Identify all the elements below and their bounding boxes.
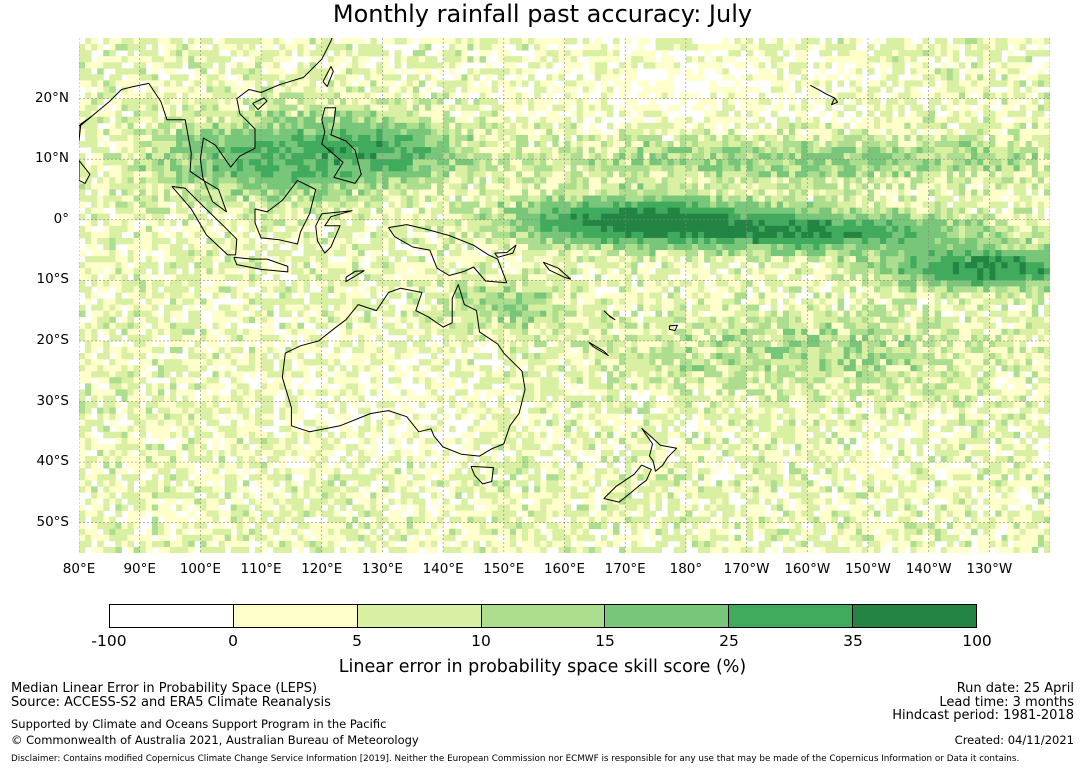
- colorbar-tick-label: 35: [843, 632, 863, 650]
- latitude-tick-label: 20°N: [35, 90, 69, 106]
- latitude-tick-label: 10°N: [35, 150, 69, 166]
- colorbar-tick-label: 15: [595, 632, 615, 650]
- colorbar-segment: [358, 605, 482, 627]
- colorbar-segment: [853, 605, 976, 627]
- latitude-tick-label: 20°S: [37, 332, 70, 348]
- colorbar-segment: [110, 605, 234, 627]
- longitude-tick-label: 180°: [670, 561, 703, 577]
- colorbar-tick-label: 5: [352, 632, 362, 650]
- longitude-tick-label: 170°W: [724, 561, 770, 577]
- method-text: Median Linear Error in Probability Space…: [11, 682, 317, 696]
- support-text: Supported by Climate and Oceans Support …: [11, 717, 386, 731]
- source-text: Source: ACCESS-S2 and ERA5 Climate Reana…: [11, 696, 331, 710]
- colorbar-tick-label: 100: [962, 632, 992, 650]
- longitude-tick-label: 100°E: [180, 561, 221, 577]
- hindcast-text: Hindcast period: 1981-2018: [892, 709, 1074, 723]
- created-text: Created: 04/11/2021: [955, 733, 1074, 747]
- colorbar-segment: [729, 605, 853, 627]
- longitude-tick-label: 150°E: [483, 561, 524, 577]
- longitude-tick-label: 140°E: [423, 561, 464, 577]
- colorbar-label: Linear error in probability space skill …: [0, 657, 1085, 677]
- longitude-tick-label: 130°W: [966, 561, 1012, 577]
- latitude-tick-label: 10°S: [37, 271, 70, 287]
- longitude-tick-label: 160°E: [544, 561, 585, 577]
- colorbar-segment: [605, 605, 729, 627]
- longitude-tick-label: 120°E: [301, 561, 342, 577]
- skill-score-map: [0, 0, 1085, 600]
- colorbar-tick-label: 25: [719, 632, 739, 650]
- latitude-tick-label: 0°: [54, 211, 69, 227]
- longitude-tick-label: 110°E: [241, 561, 282, 577]
- longitude-tick-label: 130°E: [362, 561, 403, 577]
- latitude-tick-label: 30°S: [37, 393, 70, 409]
- colorbar-segment: [482, 605, 606, 627]
- latitude-tick-label: 50°S: [37, 514, 70, 530]
- colorbar: [109, 604, 977, 628]
- colorbar-tick-label: 0: [228, 632, 238, 650]
- colorbar-tick-label: -100: [91, 632, 126, 650]
- longitude-tick-label: 170°E: [605, 561, 646, 577]
- longitude-tick-label: 160°W: [784, 561, 830, 577]
- latitude-tick-label: 40°S: [37, 453, 70, 469]
- longitude-tick-label: 150°W: [845, 561, 891, 577]
- colorbar-segment: [234, 605, 358, 627]
- colorbar-tick-label: 10: [471, 632, 491, 650]
- run-date-text: Run date: 25 April: [957, 682, 1074, 696]
- copyright-text: © Commonwealth of Australia 2021, Austra…: [11, 733, 419, 747]
- longitude-tick-label: 90°E: [123, 561, 155, 577]
- disclaimer-text: Disclaimer: Contains modified Copernicus…: [11, 754, 1019, 764]
- longitude-tick-label: 140°W: [906, 561, 952, 577]
- longitude-tick-label: 80°E: [63, 561, 95, 577]
